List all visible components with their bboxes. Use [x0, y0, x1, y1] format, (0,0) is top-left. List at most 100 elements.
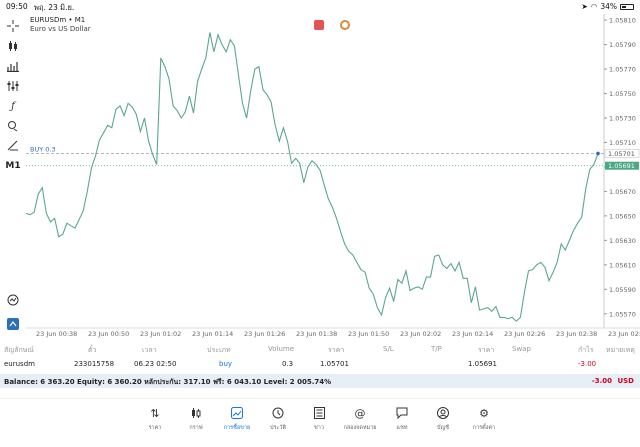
time-tick-label: 23 Jun 01:38 — [296, 330, 337, 338]
time-tick-label: 23 Jun 02:50 — [608, 330, 640, 338]
nav-label: กล่องจดหมาย — [343, 425, 377, 431]
current-price-tag: 1.05691 — [608, 162, 635, 170]
balance-bar: Balance: 6 363.20 Equity: 6 360.20 หลักป… — [0, 374, 640, 388]
objects-icon[interactable] — [4, 118, 22, 134]
position-type: buy — [219, 360, 233, 368]
price-tick-label: 1.05630 — [609, 237, 636, 245]
news-icon — [301, 407, 337, 421]
last-price-point — [596, 151, 600, 156]
nav-label: การตั้งค่า — [472, 425, 496, 431]
time-tick-label: 23 Jun 02:14 — [452, 330, 493, 338]
price-tick-label: 1.05590 — [609, 286, 636, 294]
position-ticket: 233015758 — [74, 360, 115, 368]
candles-icon — [178, 407, 214, 421]
header-symbol: สัญลักษณ์ — [4, 346, 34, 354]
status-right: ➤ ◠ 34% — [581, 2, 634, 11]
price-tick-label: 1.05670 — [609, 188, 636, 196]
time-tick-label: 23 Jun 01:26 — [244, 330, 285, 338]
chart-symbol: EURUSDm • M1 — [30, 16, 86, 24]
price-tick-label: 1.05570 — [609, 310, 636, 318]
buy-order-label: BUY 0.3 — [30, 145, 56, 153]
location-icon: ➤ — [581, 2, 588, 11]
header-swap: Swap — [512, 345, 531, 353]
balance-text: Balance: 6 363.20 Equity: 6 360.20 หลักป… — [4, 378, 332, 386]
nav-settings[interactable]: ⚙ การตั้งค่า — [466, 407, 502, 432]
nav-chart[interactable]: กราฟ — [178, 407, 214, 432]
indicators-icon[interactable] — [4, 58, 22, 74]
nav-label: ประวัติ — [269, 425, 287, 431]
signal-icon[interactable] — [340, 20, 350, 30]
nav-trade[interactable]: การซื้อขาย — [219, 407, 255, 432]
history-icon — [260, 407, 296, 421]
one-click-trading-icon[interactable] — [314, 20, 324, 30]
header-type: ประเภท — [207, 346, 231, 354]
bottom-nav: ⇅ ราคา กราฟ การซื้อขาย ประวัติ ข่าว @ กล… — [0, 398, 640, 447]
crosshair-icon[interactable] — [4, 18, 22, 34]
nav-news[interactable]: ข่าว — [301, 407, 337, 432]
sliders-icon[interactable] — [4, 78, 22, 94]
nav-mailbox[interactable]: @ กล่องจดหมาย — [342, 407, 378, 432]
position-volume: 0.3 — [282, 360, 294, 368]
battery-percent: 34% — [600, 2, 617, 11]
arrows-icon: ⇅ — [150, 407, 160, 420]
settings-icon: ⚙ — [479, 407, 489, 420]
nav-label: ราคา — [148, 425, 162, 431]
price-tick-label: 1.05610 — [609, 261, 636, 269]
position-price: 1.05691 — [468, 360, 497, 368]
position-open-price: 1.05701 — [320, 360, 349, 368]
status-date: พฤ. 23 มิ.ย. — [34, 3, 75, 12]
nav-history[interactable]: ประวัติ — [260, 407, 296, 432]
price-tick-label: 1.05650 — [609, 212, 636, 220]
nav-label: บัญชี — [437, 425, 449, 431]
time-tick-label: 23 Jun 01:02 — [140, 330, 181, 338]
time-tick-label: 23 Jun 02:02 — [400, 330, 441, 338]
nav-account[interactable]: บัญชี — [425, 407, 461, 432]
timeframe-button[interactable]: M1 — [5, 161, 21, 171]
status-time: 09:50 — [6, 2, 28, 11]
header-open-price: ราคา — [328, 346, 345, 354]
price-tick-label: 1.05710 — [609, 139, 636, 147]
buy-price-tag-bg — [604, 149, 640, 158]
trade-chart-icon — [219, 407, 255, 421]
header-price: ราคา — [478, 346, 495, 354]
time-tick-label: 23 Jun 02:38 — [556, 330, 597, 338]
currency-label: USD — [617, 377, 634, 385]
nav-label: แชท — [396, 425, 408, 431]
nav-label: การซื้อขาย — [223, 425, 251, 431]
price-chart[interactable]: EURUSDm • M1 Euro vs US Dollar 1.05570 1.… — [25, 14, 640, 341]
chart-symbol-description: Euro vs US Dollar — [30, 25, 91, 33]
time-tick-label: 23 Jun 01:14 — [192, 330, 233, 338]
chart-top-icons — [314, 20, 350, 30]
current-price-tag-bg — [605, 161, 639, 170]
chat-icon — [384, 407, 420, 421]
nav-quotes[interactable]: ⇅ ราคา — [137, 407, 173, 432]
position-time: 06.23 02:50 — [134, 360, 177, 368]
price-tick-label: 1.05750 — [609, 90, 636, 98]
nav-label: กราฟ — [189, 425, 203, 431]
header-time: เวลา — [142, 346, 157, 354]
header-comment: หมายเหตุ — [606, 346, 635, 354]
total-profit: -3.00 — [591, 377, 612, 385]
mailbox-icon: @ — [354, 407, 366, 420]
zoom-icon[interactable] — [4, 292, 22, 308]
header-tp: T/P — [431, 345, 442, 353]
position-symbol: eurusdm — [4, 360, 35, 368]
time-tick-label: 23 Jun 02:26 — [504, 330, 545, 338]
nav-label: ข่าว — [314, 425, 324, 431]
candles-icon[interactable] — [4, 38, 22, 54]
position-profit: -3.00 — [578, 360, 597, 368]
price-tick-label: 1.05730 — [609, 115, 636, 123]
nav-chat[interactable]: แชท — [384, 407, 420, 432]
header-volume: Volume — [268, 345, 295, 353]
price-tick-label: 1.05790 — [609, 41, 636, 49]
chart-canvas[interactable]: 1.05570 1.05590 1.05610 1.05630 1.05650 1.056… — [25, 14, 640, 341]
table-row[interactable]: eurusdm 233015758 06.23 02:50 buy 0.3 1.… — [0, 357, 640, 372]
price-series-line — [25, 32, 599, 322]
app-logo-icon[interactable] — [4, 316, 22, 332]
status-bar: 09:50 พฤ. 23 มิ.ย. ➤ ◠ 34% — [0, 0, 640, 14]
time-tick-label: 23 Jun 00:50 — [88, 330, 129, 338]
function-icon[interactable]: ƒ — [11, 100, 15, 112]
battery-icon — [620, 3, 634, 10]
wifi-icon: ◠ — [590, 2, 598, 11]
timeframe-ruler-icon[interactable] — [4, 138, 22, 154]
